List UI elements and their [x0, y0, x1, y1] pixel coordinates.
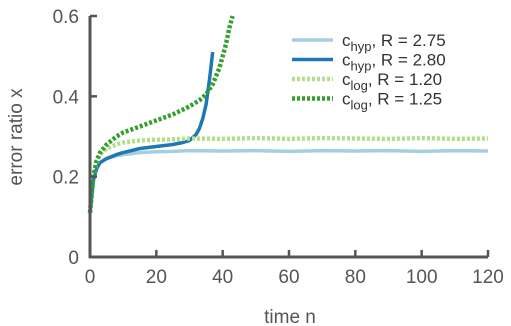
y-axis-label: error ratio x: [6, 88, 27, 186]
x-tick-label: 40: [212, 267, 233, 288]
x-tick-label: 60: [278, 267, 299, 288]
x-tick-label: 0: [85, 267, 96, 288]
tick-labels: 0 20 40 60 80 100 120 0 0.2 0.4 0.6: [53, 7, 504, 288]
x-tick-label: 100: [406, 267, 438, 288]
legend-label-1: chyp, R = 2.75: [342, 31, 446, 54]
legend-label-4: clog, R = 1.25: [342, 90, 442, 113]
legend-label-2: chyp, R = 2.80: [342, 51, 446, 74]
x-tick-label: 120: [472, 267, 504, 288]
series-line-4: [87, 15, 235, 214]
y-tick-label: 0.4: [53, 87, 80, 108]
legend-label-3: clog, R = 1.20: [342, 70, 442, 93]
series-line-3: [87, 135, 489, 214]
y-tick-label: 0.2: [53, 168, 79, 189]
x-tick-label: 20: [146, 267, 167, 288]
y-tick-label: 0.6: [53, 7, 79, 28]
series-line-1: [88, 148, 489, 213]
series-layer: [87, 15, 489, 214]
x-tick-label: 80: [345, 267, 366, 288]
y-tick-label: 0: [68, 248, 79, 269]
x-axis-label: time n: [264, 307, 316, 326]
series-line-2: [88, 51, 215, 213]
